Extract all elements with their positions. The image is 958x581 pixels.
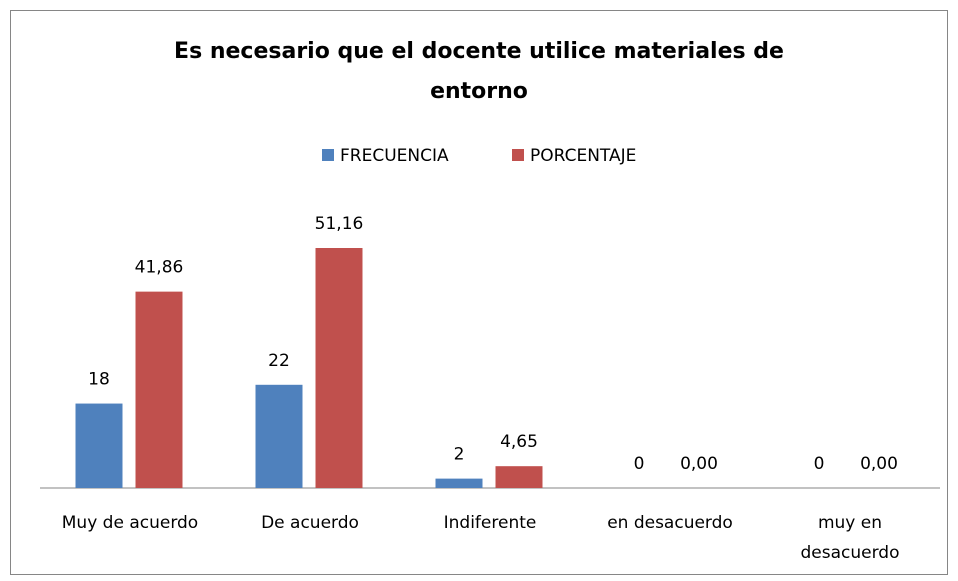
data-label: 18: [88, 370, 110, 390]
data-label: 4,65: [500, 432, 538, 452]
legend-swatch: [322, 149, 334, 161]
x-tick-label: Muy de acuerdo: [62, 513, 198, 533]
data-label: 0,00: [860, 454, 898, 474]
bar: [495, 466, 543, 488]
data-label: 2: [454, 445, 465, 465]
bar: [435, 478, 483, 488]
data-label: 0: [814, 454, 825, 474]
bar: [315, 248, 363, 488]
data-label: 0: [634, 454, 645, 474]
legend-label: FRECUENCIA: [340, 146, 449, 166]
legend-label: PORCENTAJE: [530, 146, 636, 166]
x-tick-label: muy en desacuerdo: [801, 513, 900, 563]
x-tick-label: Indiferente: [444, 513, 537, 533]
legend-swatch: [512, 149, 524, 161]
data-label: 0,00: [680, 454, 718, 474]
bar: [255, 384, 303, 488]
bar: [75, 403, 123, 488]
x-tick-label: De acuerdo: [261, 513, 359, 533]
data-label: 41,86: [135, 258, 184, 278]
data-label: 22: [268, 351, 290, 371]
bar: [135, 291, 183, 488]
x-tick-label: en desacuerdo: [607, 513, 733, 533]
data-label: 51,16: [315, 214, 364, 234]
chart-title: Es necesario que el docente utilice mate…: [174, 39, 784, 104]
